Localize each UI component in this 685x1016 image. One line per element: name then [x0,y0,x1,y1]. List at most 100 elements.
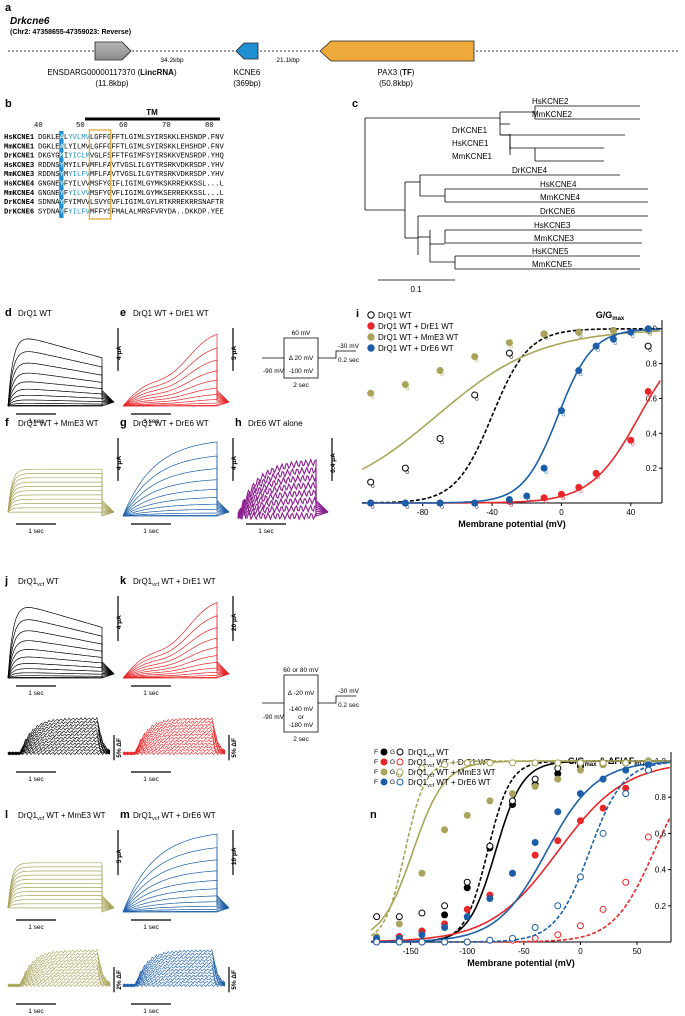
bottom-current-and-fluorescence-traces: j DrQ1vcf WT 4 μA 1 sec 5% ΔF 1 sec k DrQ1vcf W… [4,575,238,1015]
current-trace [7,656,115,679]
data-point [441,826,449,834]
current-trace [7,673,115,679]
x-axis-label: Membrane potential (mV) [467,958,575,968]
fluorescence-trace [7,745,111,756]
tree-taxon-label: MmKCNE3 [534,234,575,243]
position-marker: 60 [119,122,128,130]
current-trace [122,895,230,913]
gene3-name: PAX3 (TF) [377,68,415,77]
chart-n: n -150 -100 -50 0 500.20.40.60.81.0Membrane … [370,748,672,968]
pax3-gene-arrow [319,40,475,62]
tree-labels: HsKCNE2 MmKCNE2 DrKCNE1 HsKCNE1 MmKCNE1 DrKCN… [452,97,581,269]
x-tick-label: -80 [417,508,429,517]
current-trace [122,847,230,913]
protocol-bottom-tail-time: 0.2 sec [338,702,360,709]
fluorescence-trace [7,967,111,988]
time-scale-label: 1 sec [28,776,44,783]
fit-curve [361,330,661,471]
lincrna-gene-arrow [94,41,132,61]
current-trace [7,899,115,910]
current-trace [122,441,230,517]
panel-b: b TM 40 50 60 70 80 HsKCNE1 DGKLEALYVLMVLGFFG… [4,98,224,220]
current-trace [237,480,329,519]
time-scale-label: 1 sec [28,528,44,535]
gene2-size: (369bp) [233,79,261,88]
trace-title: DrQ1 WT [18,309,52,318]
fluorescence-trace [7,732,111,756]
fluorescence-trace [122,967,226,988]
gene-locus: (Chr2: 47358655-47359023: Reverse) [10,29,131,36]
fluorescence-trace [7,983,111,988]
current-trace [8,401,115,407]
data-point [540,494,548,502]
data-point [373,938,381,946]
replicate-point [440,505,444,509]
data-point [463,811,471,819]
fluorescence-trace [7,977,111,988]
fluorescence-trace [7,720,111,756]
replicate-point [440,372,444,377]
current-trace [7,649,115,679]
fluorescence-trace [122,952,226,988]
protocol-bottom-v2a: -140 mV [289,706,314,713]
data-point [486,797,494,805]
fluorescence-trace [122,723,226,756]
y-tick-label: 0.6 [655,829,667,838]
data-point [575,483,583,491]
data-point [540,464,548,472]
replicate-point [648,330,652,335]
phylogenetic-tree [364,105,648,270]
fluorescence-trace [122,745,226,756]
replicate-point [579,334,583,338]
data-point [509,934,517,942]
data-point [471,391,479,399]
data-point [575,328,583,336]
fluorescence-trace [7,739,111,756]
current-trace [7,668,115,679]
fit-curve [362,328,661,504]
current-trace [7,399,115,407]
data-point [401,464,409,472]
sequence: RDDNSYMYILFVMFLFAVTVGSLILGYTRSRKVDKRSDP.… [38,171,224,179]
legend-marker-f [380,768,388,776]
current-trace [122,347,230,407]
amplitude-scale-label: 0.4 μA [330,453,337,473]
current-trace [122,503,230,517]
data-point [554,808,562,816]
replicate-point [370,484,375,488]
replicate-point [561,496,566,501]
sequence: SDNNAYFYIMVVLSVYGVFLIGIMLGYLRTKRREKRRSNA… [38,199,224,207]
current-trace [122,468,230,517]
replicate-point [561,412,566,417]
y-tick-label: 0.6 [646,394,658,403]
replicate-point [613,341,618,345]
data-point [441,902,449,910]
replicate-point [596,475,600,480]
y-tick-label: 0.8 [655,793,667,802]
data-point [486,936,494,944]
current-trace [7,351,115,407]
x-tick-label: -50 [518,947,530,956]
current-trace [122,859,230,913]
fluorescence-trace [122,974,226,988]
current-trace [122,359,230,407]
current-trace [7,882,115,909]
current-trace [7,507,115,515]
data-point [505,349,513,357]
current-trace [7,498,115,513]
gene-title: Drkcne6 [10,16,50,27]
data-point [554,837,562,845]
panel-letter: f [5,417,9,429]
data-point [531,775,539,783]
replicate-point [509,355,514,359]
sequence-name: HsKCNE1 [4,134,35,142]
replicate-point [370,505,375,509]
legend-marker-f [380,758,388,766]
current-trace [122,870,230,913]
tree-taxon-label: MmKCNE2 [532,110,573,119]
data-point [436,367,444,375]
legend-marker [367,322,375,330]
tree-taxon-label: MmKCNE1 [452,152,493,161]
data-point [509,759,517,767]
